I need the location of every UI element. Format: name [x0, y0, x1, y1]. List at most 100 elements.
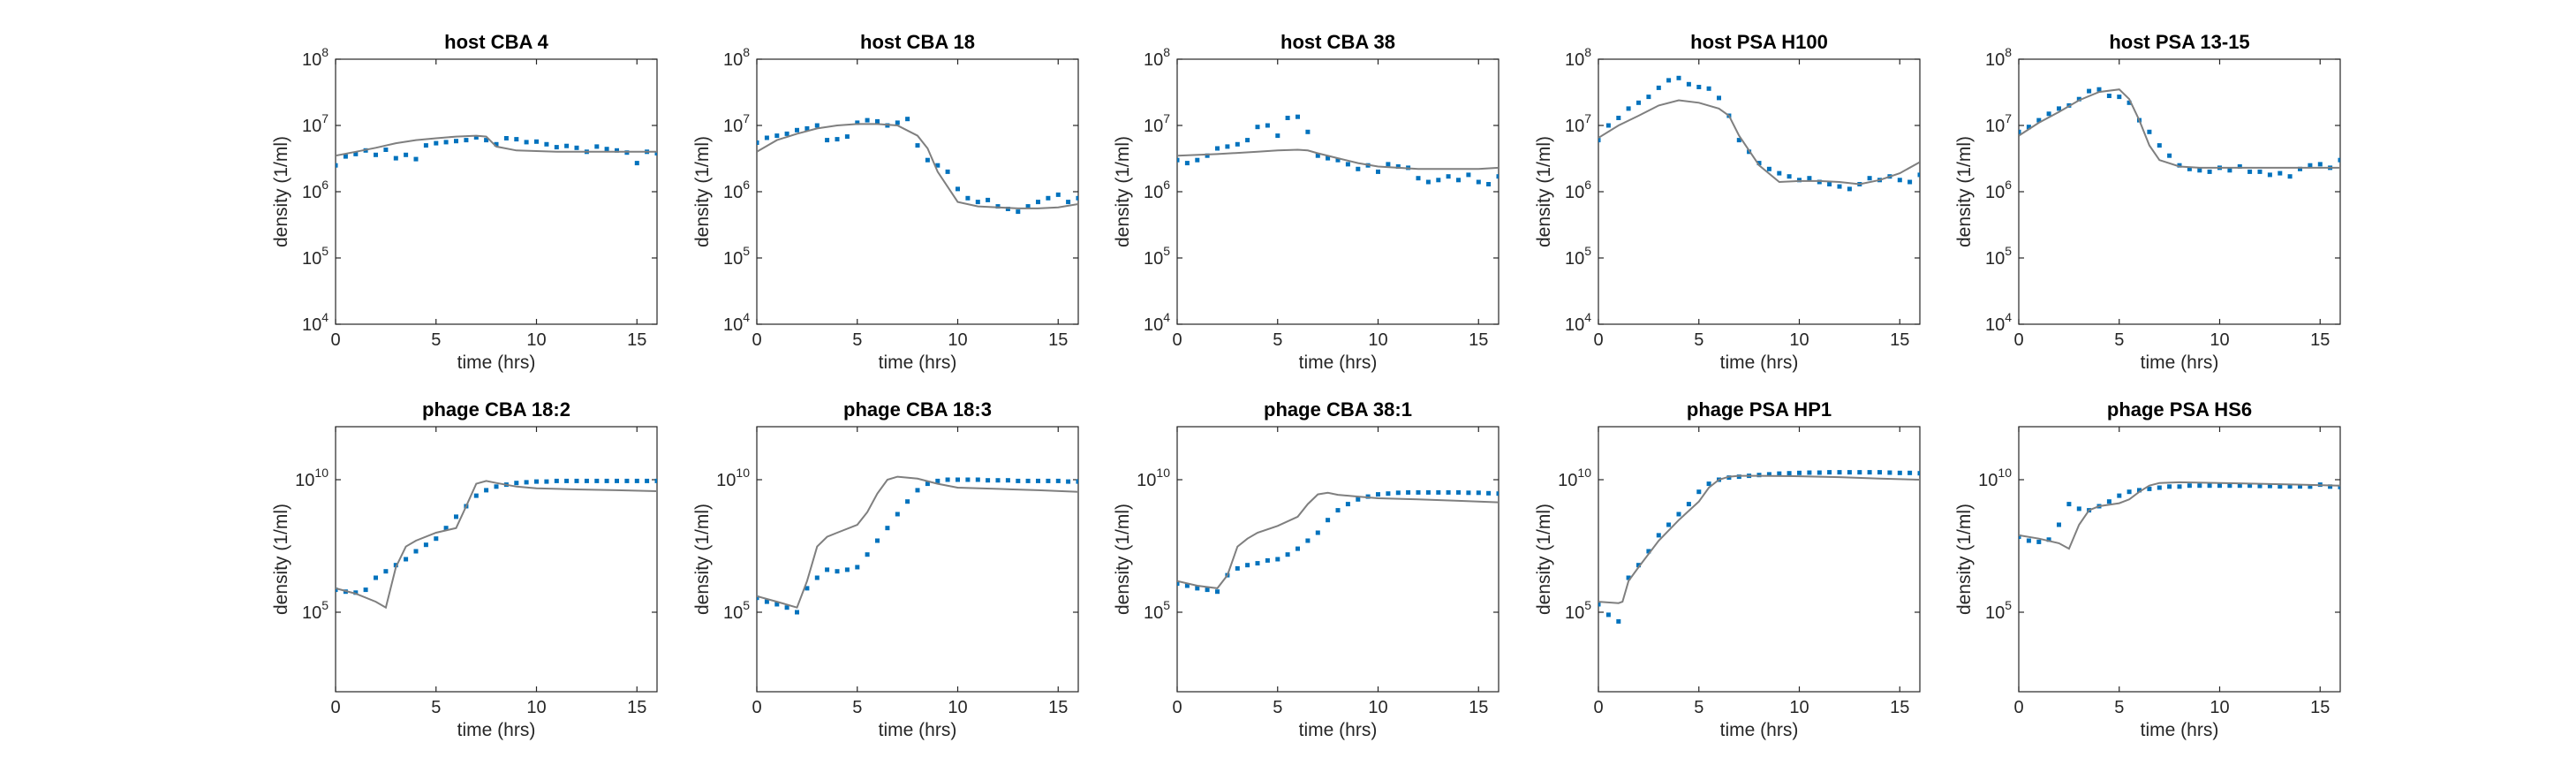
data-point [2127, 100, 2132, 105]
data-point [1235, 141, 1240, 147]
subplot-title: phage PSA HP1 [1687, 398, 1832, 421]
data-point [1425, 179, 1431, 185]
x-tick-label: 15 [1048, 330, 1068, 350]
data-point [1305, 538, 1311, 543]
data-point [2287, 484, 2293, 489]
y-tick-label: 108 [1144, 45, 1170, 70]
data-point [1917, 172, 1920, 178]
data-point [494, 141, 499, 147]
data-point [1696, 85, 1702, 89]
data-point [1376, 169, 1380, 174]
y-tick-base: 10 [302, 249, 321, 269]
y-tick-base: 10 [1144, 50, 1163, 70]
data-point [2217, 483, 2222, 489]
data-point [1076, 195, 1078, 201]
y-tick-label: 108 [1985, 45, 2012, 70]
data-point [1305, 129, 1311, 134]
data-point [965, 477, 971, 482]
data-point [2057, 106, 2061, 111]
data-point [2117, 95, 2122, 100]
data-point [1055, 192, 1061, 197]
data-point [503, 136, 509, 140]
data-point [814, 123, 820, 128]
data-point [875, 538, 880, 543]
data-point [855, 565, 860, 570]
data-point [1184, 583, 1190, 588]
data-point [795, 610, 799, 615]
data-point [784, 131, 789, 136]
data-point [574, 145, 579, 150]
x-tick-label: 5 [852, 698, 862, 717]
data-point [1066, 479, 1071, 484]
data-point [353, 590, 359, 595]
data-point [1797, 178, 1802, 183]
subplot-title: phage PSA HS6 [2107, 398, 2252, 421]
data-point [564, 478, 570, 483]
data-layer [1177, 489, 1499, 595]
y-tick-label: 105 [1565, 244, 1591, 269]
y-tick-exponent: 8 [1584, 45, 1591, 59]
data-point [986, 197, 991, 202]
data-point [1676, 75, 1681, 80]
data-point [1245, 563, 1250, 568]
y-tick-exponent: 5 [1163, 244, 1170, 258]
data-point [524, 480, 529, 485]
x-tick-label: 0 [1172, 330, 1182, 350]
data-point [2177, 163, 2182, 168]
subplot-title: phage CBA 38:1 [1264, 398, 1412, 421]
y-tick-base: 10 [716, 471, 736, 490]
y-tick-exponent: 10 [314, 466, 329, 480]
data-point [1315, 530, 1320, 535]
y-axis-label: density (1/ml) [271, 504, 291, 615]
data-point [2076, 506, 2081, 512]
data-point [413, 549, 419, 554]
x-axis-label: time (hrs) [1299, 352, 1378, 373]
data-point [1386, 491, 1391, 496]
data-point [1456, 489, 1461, 495]
data-point [1827, 182, 1832, 186]
data-point [2177, 484, 2182, 489]
data-point [1255, 561, 1260, 566]
y-tick-base: 10 [1144, 183, 1163, 202]
model-fit-line [2019, 481, 2340, 550]
data-point [1817, 470, 1822, 475]
data-point [1296, 546, 1300, 551]
data-point [1425, 489, 1431, 495]
data-point [2308, 484, 2313, 489]
data-point [1466, 490, 1471, 496]
data-point [1205, 587, 1210, 593]
data-point [473, 135, 479, 140]
y-tick-label: 107 [302, 111, 329, 136]
x-axis-label: time (hrs) [2141, 720, 2219, 740]
data-point [423, 542, 428, 548]
data-point [1897, 470, 1902, 475]
data-point [1817, 179, 1822, 185]
x-tick-label: 10 [1368, 330, 1387, 350]
y-tick-base: 10 [1144, 117, 1163, 136]
data-point [1847, 470, 1852, 475]
x-tick-label: 5 [2114, 698, 2124, 717]
x-axis-label: time (hrs) [457, 720, 536, 740]
x-tick-label: 5 [1273, 330, 1282, 350]
data-point [1265, 557, 1270, 563]
data-point [464, 138, 469, 143]
data-point [544, 141, 549, 147]
x-tick-label: 0 [1593, 698, 1603, 717]
y-tick-label: 107 [1565, 111, 1591, 136]
y-tick-base: 10 [1565, 117, 1584, 136]
data-layer [336, 134, 657, 168]
data-point [1706, 86, 1711, 91]
data-point [1345, 162, 1350, 167]
x-axis-label: time (hrs) [1299, 720, 1378, 740]
data-point [2167, 484, 2172, 489]
data-point [774, 602, 780, 607]
y-tick-label: 106 [1565, 178, 1591, 202]
data-point [2147, 129, 2152, 134]
y-tick-label: 104 [1144, 310, 1170, 335]
data-point [1046, 195, 1051, 201]
y-tick-base: 10 [1144, 249, 1163, 269]
data-layer [1598, 470, 1920, 624]
